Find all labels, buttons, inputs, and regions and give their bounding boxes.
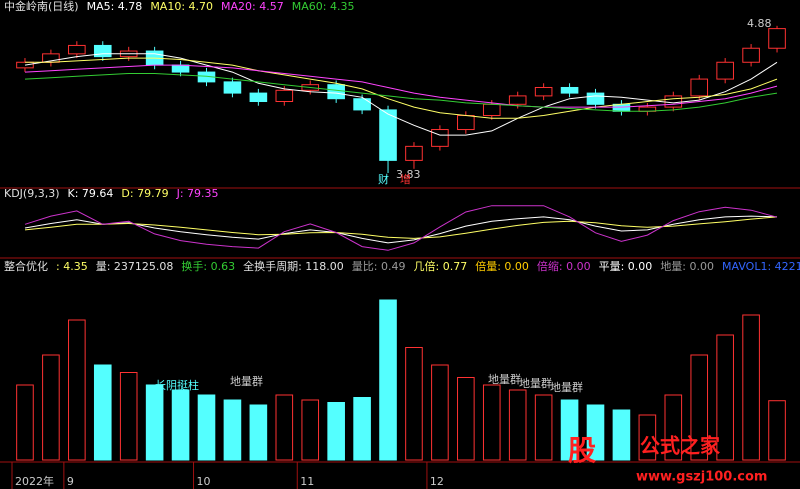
annotation: 地量群: [550, 380, 583, 394]
volume-bar: [301, 399, 320, 461]
header-item: : 4.35: [56, 260, 88, 273]
header-item: MA5: 4.78: [87, 0, 143, 13]
candle-body: [742, 47, 760, 63]
watermark: 股: [568, 434, 596, 467]
volume-bar: [93, 364, 112, 461]
candle-body: [405, 145, 423, 161]
volume-bar: [197, 394, 216, 461]
header-item: MA20: 4.57: [221, 0, 284, 13]
volume-bar: [716, 334, 734, 461]
candle-body: [508, 95, 527, 105]
candle-body: [327, 84, 345, 100]
line: [25, 57, 778, 119]
volume-bar: [16, 384, 34, 461]
line: [24, 216, 778, 239]
candle-body: [586, 92, 605, 105]
volume-bar: [431, 364, 449, 461]
volume-bar: [664, 394, 683, 461]
volume-bar: [145, 384, 164, 461]
header-item: 地量: 0.00: [660, 260, 714, 273]
x-tick-label: 11: [300, 475, 314, 488]
annotation: 地量群: [230, 374, 263, 388]
volume-bar: [638, 414, 657, 461]
watermark: 公式之家: [640, 434, 721, 458]
line: [24, 64, 778, 108]
volume-bar: [171, 389, 190, 461]
candle-body: [768, 28, 786, 49]
volume-bar: [405, 347, 423, 461]
volume-bar: [586, 404, 605, 461]
annotation: 财: [378, 172, 389, 186]
volume-bar: [327, 402, 345, 461]
header-item: D: 79.79: [121, 187, 168, 200]
volume-bar: [68, 319, 86, 461]
header-item: 倍量: 0.00: [475, 259, 529, 273]
candle-body: [690, 78, 709, 97]
candle-body: [482, 103, 501, 117]
header-item: MAVOL1: 422138.00: [722, 260, 800, 273]
candle-body: [16, 61, 34, 69]
volume-bar: [119, 372, 138, 461]
annotation: 3.83: [396, 168, 421, 181]
annotation: 长阴挺柱: [155, 378, 199, 392]
candle-body: [249, 92, 268, 103]
header-item: KDJ(9,3,3): [4, 187, 60, 200]
volume-bar: [249, 404, 268, 461]
header-item: 中金岭南(日线): [4, 0, 79, 13]
volume-bar: [768, 400, 786, 461]
x-tick-label: 12: [430, 475, 444, 488]
volume-bar: [534, 394, 553, 461]
watermark: www.gszj100.com: [636, 470, 767, 485]
x-tick-label: 2022年: [15, 474, 54, 488]
header-item: 全换手周期: 118.00: [243, 259, 344, 273]
header-item: J: 79.35: [176, 187, 219, 200]
line: [24, 215, 778, 244]
x-tick-label: 9: [67, 475, 74, 488]
candle-body: [664, 95, 683, 108]
volume-bar: [353, 397, 371, 461]
candle-body: [560, 86, 579, 94]
candle-body: [93, 44, 112, 58]
candle-body: [223, 81, 242, 94]
annotation: 4.88: [747, 17, 772, 30]
candle-body: [379, 109, 397, 161]
volume-bar: [379, 299, 397, 461]
header-item: MA60: 4.35: [292, 0, 355, 13]
header-item: 整合优化: [4, 259, 48, 273]
candle-body: [716, 61, 734, 80]
x-tick-label: 10: [197, 475, 211, 488]
line: [24, 73, 778, 112]
volume-bar: [742, 314, 760, 461]
header-item: 几倍: 0.77: [414, 259, 468, 273]
header-item: MA10: 4.70: [150, 0, 213, 13]
candle-body: [68, 44, 86, 55]
volume-bar: [560, 399, 579, 461]
volume-bar: [612, 409, 631, 461]
header-item: 量比: 0.49: [352, 260, 406, 273]
candle-body: [431, 129, 449, 147]
volume-bar: [482, 384, 501, 461]
volume-bar: [42, 354, 60, 461]
header-item: 换手: 0.63: [181, 259, 235, 273]
volume-bar: [223, 399, 242, 461]
volume-bar: [508, 389, 527, 461]
header-item: K: 79.64: [68, 187, 114, 200]
candle-body: [275, 89, 294, 103]
annotation: 地量群: [488, 372, 521, 386]
candle-body: [534, 86, 553, 97]
header-item: 平量: 0.00: [599, 260, 653, 273]
header-item: 量: 237125.08: [96, 260, 174, 273]
candle-body: [171, 64, 190, 73]
volume-bar: [457, 377, 475, 461]
candle-body: [457, 115, 475, 131]
header-item: 倍缩: 0.00: [537, 259, 591, 273]
line: [24, 205, 778, 251]
annotation: 增: [400, 172, 411, 186]
candle-body: [353, 98, 371, 111]
annotation: 地量群: [519, 376, 552, 390]
volume-bar: [690, 354, 709, 461]
volume-bar: [275, 394, 294, 461]
